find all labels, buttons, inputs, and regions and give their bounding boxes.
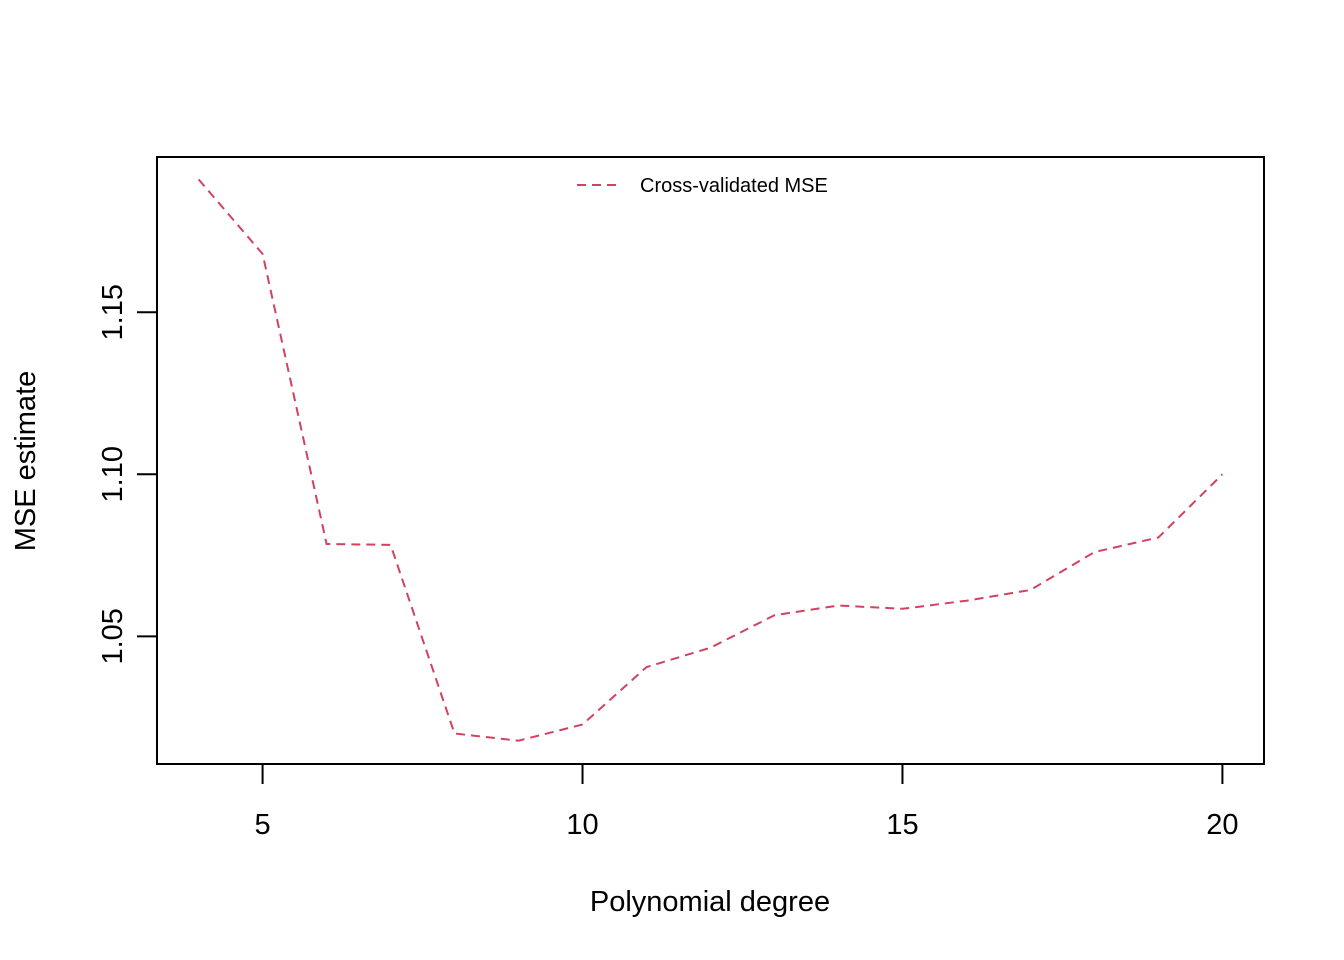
series-line bbox=[197, 178, 1224, 742]
y-tick-label: 1.05 bbox=[97, 608, 129, 664]
x-tick-label: 5 bbox=[255, 809, 271, 841]
y-axis-title: MSE estimate bbox=[10, 371, 42, 552]
y-tick-label: 1.10 bbox=[97, 446, 129, 502]
legend: Cross-validated MSE bbox=[577, 175, 828, 197]
x-tick-label: 15 bbox=[886, 809, 918, 841]
y-tick-label: 1.15 bbox=[97, 284, 129, 340]
plot-frame bbox=[156, 156, 1265, 765]
x-tick-label: 10 bbox=[566, 809, 598, 841]
x-axis: 5 10 15 20 bbox=[255, 763, 1239, 841]
x-axis-title: Polynomial degree bbox=[590, 886, 830, 918]
y-axis: 1.05 1.10 1.15 bbox=[97, 284, 158, 665]
series-layer bbox=[197, 178, 1224, 742]
legend-label: Cross-validated MSE bbox=[640, 175, 828, 197]
x-tick-label: 20 bbox=[1206, 809, 1238, 841]
